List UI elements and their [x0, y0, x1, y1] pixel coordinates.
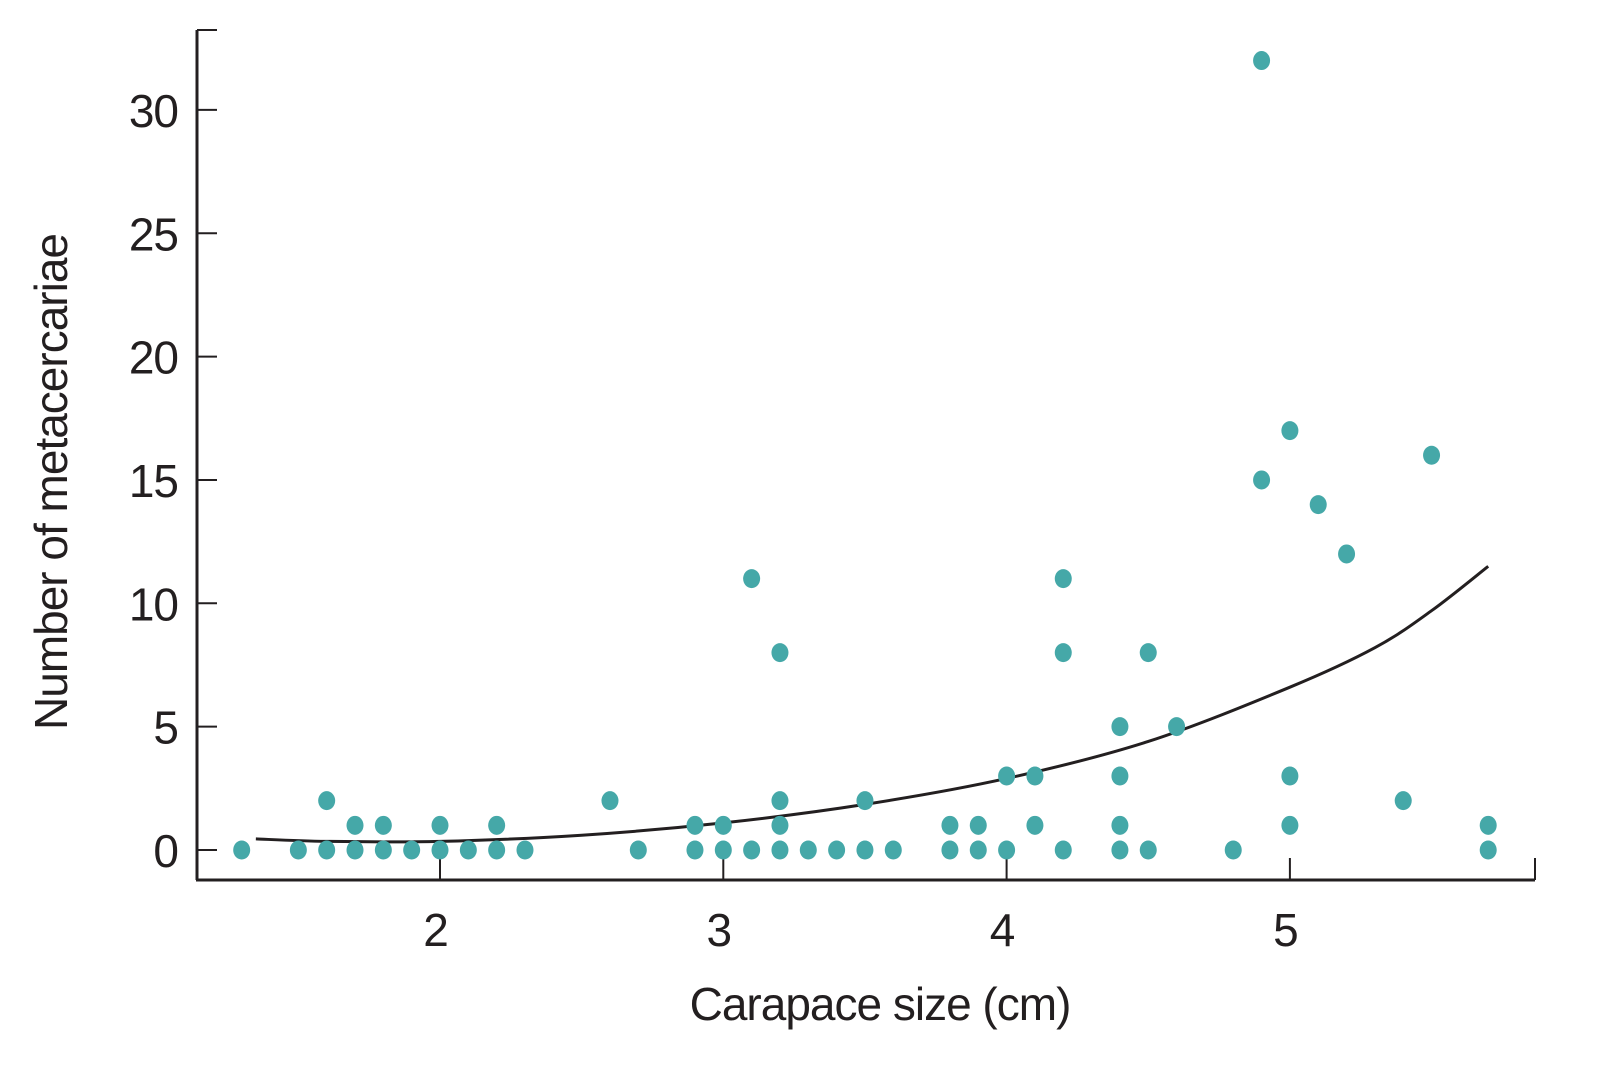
data-point [601, 791, 619, 811]
data-point [941, 815, 959, 835]
y-tick-label: 10 [129, 578, 178, 630]
data-point [856, 791, 874, 811]
data-point [1054, 840, 1072, 860]
data-point [488, 815, 506, 835]
x-axis-label: Carapace size (cm) [690, 978, 1071, 1030]
x-tick-label: 5 [1273, 904, 1299, 956]
data-point [1338, 544, 1356, 564]
data-point [1253, 470, 1271, 490]
data-point [1224, 840, 1242, 860]
data-point [1168, 717, 1186, 737]
data-point [856, 840, 874, 860]
data-point [318, 840, 336, 860]
y-tick-label: 0 [153, 825, 178, 877]
data-point [488, 840, 506, 860]
data-point [771, 815, 789, 835]
data-point [771, 791, 789, 811]
data-point [969, 840, 987, 860]
data-point [1394, 791, 1412, 811]
data-point [1479, 815, 1497, 835]
axes: 0 5 10 15 20 25 30 2 3 4 5 [129, 29, 1536, 956]
data-point [1026, 815, 1044, 835]
data-point [403, 840, 421, 860]
data-point [1111, 717, 1129, 737]
x-tick-label: 4 [990, 904, 1016, 956]
data-point [1026, 766, 1044, 786]
data-point [1281, 815, 1299, 835]
data-point [1054, 643, 1072, 663]
data-point [686, 840, 704, 860]
data-point [516, 840, 534, 860]
data-point [714, 815, 732, 835]
data-point [714, 840, 732, 860]
data-point [431, 815, 449, 835]
data-point [374, 840, 392, 860]
data-point [771, 840, 789, 860]
data-point [431, 840, 449, 860]
data-point [318, 791, 336, 811]
data-point [1111, 766, 1129, 786]
y-tick-label: 30 [129, 85, 178, 137]
data-point [1281, 766, 1299, 786]
data-point [998, 840, 1016, 860]
data-point [1479, 840, 1497, 860]
data-point [884, 840, 902, 860]
data-point [1054, 569, 1072, 589]
data-point [799, 840, 817, 860]
data-point [629, 840, 647, 860]
data-point [1111, 840, 1129, 860]
data-point [1111, 815, 1129, 835]
x-tick-label: 2 [423, 904, 449, 956]
y-tick-label: 5 [153, 702, 178, 754]
data-point [1139, 643, 1157, 663]
data-point [346, 840, 364, 860]
data-point [771, 643, 789, 663]
data-point [1423, 445, 1441, 465]
data-point [743, 840, 761, 860]
data-point [941, 840, 959, 860]
data-point [233, 840, 251, 860]
y-axis-label: Number of metacercariae [25, 234, 77, 730]
data-point [828, 840, 846, 860]
data-point [686, 815, 704, 835]
data-point [1253, 51, 1271, 71]
x-tick-label: 3 [707, 904, 733, 956]
data-point [459, 840, 477, 860]
data-point [1139, 840, 1157, 860]
data-point [374, 815, 392, 835]
data-point [346, 815, 364, 835]
data-point [969, 815, 987, 835]
data-point [743, 569, 761, 589]
data-point [998, 766, 1016, 786]
y-tick-label: 15 [129, 455, 178, 507]
data-point [1281, 421, 1299, 441]
data-point [1309, 495, 1327, 515]
y-tick-label: 20 [129, 332, 178, 384]
points-group [233, 51, 1497, 860]
y-tick-label: 25 [129, 208, 178, 260]
data-point [289, 840, 307, 860]
